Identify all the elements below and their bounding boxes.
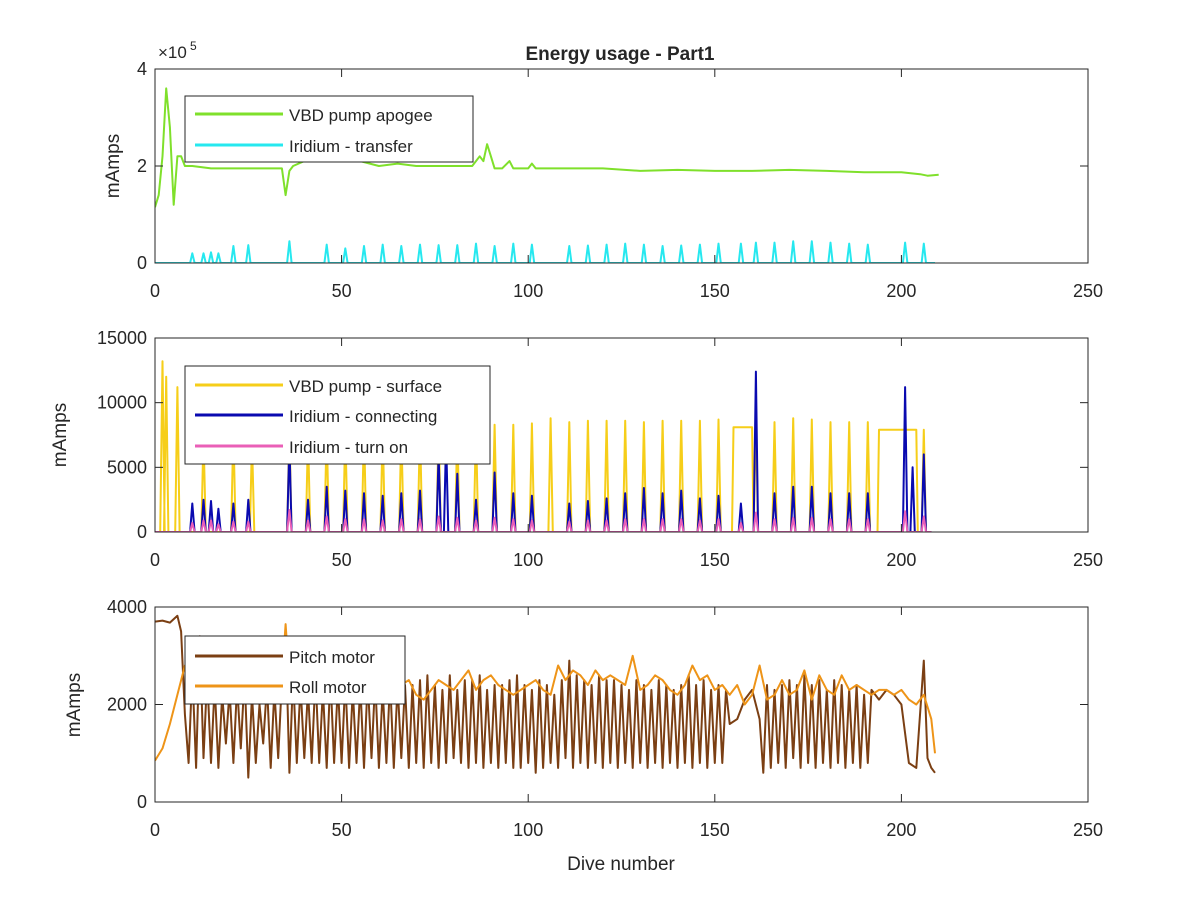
y-tick-label: 2 <box>137 156 147 176</box>
y-exponent: 5 <box>190 39 197 53</box>
y-axis-label: mAmps <box>103 134 124 198</box>
y-tick-label: 0 <box>137 792 147 812</box>
series-line-iridium-connecting <box>155 370 932 532</box>
y-exponent-label: ×10 <box>158 43 187 62</box>
legend-box <box>184 95 474 163</box>
legend-label-pitch-motor: Pitch motor <box>289 648 375 667</box>
legend-label-roll-motor: Roll motor <box>289 678 367 697</box>
x-tick-label: 200 <box>886 550 916 570</box>
legend: Pitch motor Roll motor <box>184 635 406 705</box>
series-line-iridium-transfer <box>155 240 935 263</box>
x-tick-label: 0 <box>150 820 160 840</box>
y-tick-label: 4000 <box>107 597 147 617</box>
y-tick-label: 4 <box>137 59 147 79</box>
y-axis-label: mAmps <box>50 403 71 467</box>
x-tick-label: 100 <box>513 550 543 570</box>
legend-box <box>184 635 406 705</box>
x-tick-label: 150 <box>700 550 730 570</box>
tick-layer: 0 50 100 150 200 250 0 2000 4000 <box>107 597 1103 840</box>
legend: VBD pump - surface Iridium - connecting … <box>184 365 491 465</box>
series-line-iridium-turn-on <box>155 509 932 532</box>
series-layer <box>155 87 939 263</box>
x-tick-label: 250 <box>1073 550 1103 570</box>
y-tick-label: 2000 <box>107 695 147 715</box>
tick-layer: 0 50 100 150 200 250 0 2 4 <box>137 59 1103 301</box>
panel-vbd-apogee-iridium-transfer: 0 50 100 150 200 250 0 2 4 ×10 5 mAmps VBD pump … <box>103 39 1103 301</box>
legend-label-vbd-pump-surface: VBD pump - surface <box>289 377 442 396</box>
panel-pitch-roll-motor: 0 50 100 150 200 250 0 2000 4000 mAmps Pitch mot… <box>64 597 1103 840</box>
legend-label-vbd-pump-apogee: VBD pump apogee <box>289 106 433 125</box>
x-tick-label: 250 <box>1073 820 1103 840</box>
y-tick-label: 10000 <box>97 393 147 413</box>
x-tick-label: 150 <box>700 281 730 301</box>
x-tick-label: 200 <box>886 281 916 301</box>
y-tick-label: 0 <box>137 522 147 542</box>
x-tick-label: 50 <box>332 281 352 301</box>
x-tick-label: 50 <box>332 820 352 840</box>
legend: VBD pump apogee Iridium - transfer <box>184 95 474 163</box>
y-axis-label: mAmps <box>64 673 85 737</box>
x-tick-label: 0 <box>150 281 160 301</box>
x-tick-label: 200 <box>886 820 916 840</box>
legend-label-iridium-transfer: Iridium - transfer <box>289 137 413 156</box>
x-tick-label: 100 <box>513 820 543 840</box>
x-tick-label: 150 <box>700 820 730 840</box>
x-tick-label: 50 <box>332 550 352 570</box>
y-tick-label: 5000 <box>107 457 147 477</box>
figure-title: Energy usage - Part1 <box>525 44 714 65</box>
tick-layer: 0 50 100 150 200 250 0 5000 10000 15000 <box>97 328 1103 570</box>
axes-frame <box>154 337 1089 533</box>
panel-vbd-surface-iridium: 0 50 100 150 200 250 0 5000 10000 15000 mAmps VBD… <box>50 328 1103 570</box>
y-tick-label: 15000 <box>97 328 147 348</box>
x-axis-label: Dive number <box>567 854 675 875</box>
x-tick-label: 100 <box>513 281 543 301</box>
y-tick-label: 0 <box>137 253 147 273</box>
plot-area <box>155 87 939 263</box>
series-line-vbd-pump-apogee <box>155 87 939 208</box>
x-tick-label: 250 <box>1073 281 1103 301</box>
x-tick-label: 0 <box>150 550 160 570</box>
legend-label-iridium-connecting: Iridium - connecting <box>289 407 437 426</box>
legend-label-iridium-turn-on: Iridium - turn on <box>289 438 408 457</box>
